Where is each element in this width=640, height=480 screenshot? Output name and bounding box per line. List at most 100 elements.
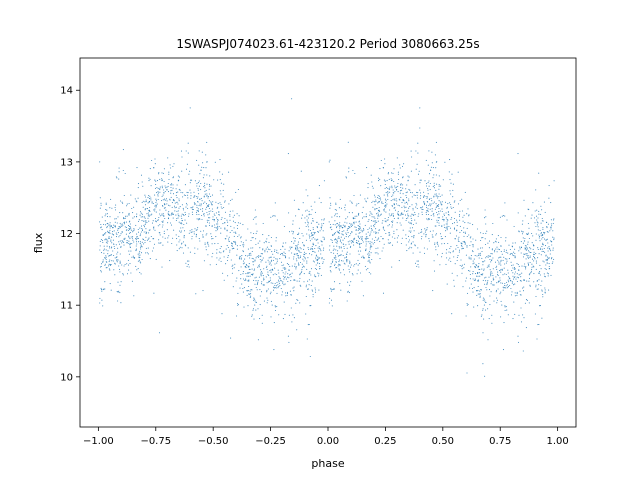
- data-point: [260, 253, 262, 255]
- data-point: [511, 281, 513, 283]
- data-point: [148, 210, 150, 212]
- data-point: [450, 182, 452, 184]
- data-point: [479, 296, 481, 298]
- data-point: [430, 203, 432, 205]
- data-point: [162, 236, 164, 238]
- data-point: [173, 229, 175, 231]
- data-point: [419, 107, 421, 109]
- data-point: [143, 216, 145, 218]
- data-point: [140, 216, 142, 218]
- data-point: [145, 228, 147, 230]
- data-point: [486, 289, 488, 291]
- data-point: [336, 245, 338, 247]
- data-point: [155, 180, 157, 182]
- data-point: [339, 283, 341, 285]
- data-point: [195, 229, 197, 231]
- data-point: [535, 253, 537, 255]
- data-point: [482, 299, 484, 301]
- data-point: [113, 224, 115, 226]
- data-point: [490, 281, 492, 283]
- data-point: [296, 247, 298, 249]
- data-point: [161, 187, 163, 189]
- data-point: [340, 289, 342, 291]
- data-point: [296, 260, 298, 262]
- data-point: [293, 199, 295, 201]
- data-point: [499, 270, 501, 272]
- data-point: [248, 280, 250, 282]
- data-point: [336, 216, 338, 218]
- data-point: [441, 252, 443, 254]
- data-point: [201, 214, 203, 217]
- data-point: [282, 282, 284, 284]
- data-point: [405, 219, 407, 222]
- data-point: [531, 242, 533, 244]
- data-point: [306, 262, 308, 264]
- data-point: [135, 224, 137, 226]
- data-point: [359, 226, 361, 228]
- data-point: [364, 224, 366, 226]
- data-point: [272, 259, 274, 261]
- data-point: [204, 190, 206, 192]
- data-point: [129, 226, 131, 228]
- data-point: [160, 242, 162, 244]
- data-point: [238, 234, 240, 236]
- data-point: [248, 279, 250, 281]
- data-point: [182, 227, 184, 229]
- data-point: [548, 265, 550, 268]
- data-point: [382, 292, 385, 294]
- data-point: [377, 247, 379, 249]
- data-point: [425, 211, 427, 213]
- data-point: [99, 249, 101, 251]
- data-point: [199, 240, 201, 242]
- data-point: [322, 230, 324, 232]
- data-point: [498, 261, 500, 263]
- data-point: [399, 190, 402, 192]
- data-point: [449, 190, 451, 192]
- data-point: [407, 235, 410, 237]
- data-point: [505, 251, 507, 253]
- data-point: [169, 205, 171, 207]
- data-point: [150, 214, 152, 216]
- data-point: [162, 199, 164, 201]
- data-point: [355, 221, 357, 223]
- data-point: [282, 254, 284, 256]
- data-point: [167, 182, 169, 185]
- data-point: [537, 226, 539, 228]
- data-point: [426, 206, 428, 208]
- data-point: [544, 211, 546, 213]
- data-point: [347, 259, 349, 261]
- data-point: [547, 223, 549, 225]
- data-point: [288, 341, 290, 343]
- data-point: [216, 217, 218, 219]
- data-point: [100, 204, 102, 206]
- data-point: [268, 274, 270, 276]
- data-point: [333, 248, 335, 250]
- data-point: [313, 261, 315, 263]
- data-point: [378, 201, 380, 203]
- data-point: [330, 289, 332, 291]
- data-point: [139, 271, 141, 274]
- data-point: [104, 215, 106, 217]
- data-point: [468, 258, 470, 260]
- data-point: [309, 229, 312, 232]
- data-point: [497, 259, 499, 261]
- data-point: [179, 246, 181, 248]
- data-point: [139, 250, 141, 252]
- data-point: [242, 244, 244, 246]
- data-point: [262, 248, 264, 250]
- data-point: [270, 269, 272, 271]
- data-point: [235, 280, 237, 282]
- data-point: [346, 300, 348, 302]
- data-point: [551, 225, 553, 227]
- data-point: [450, 218, 452, 220]
- data-point: [251, 250, 253, 253]
- data-point: [516, 273, 518, 275]
- data-point: [138, 257, 140, 259]
- data-point: [453, 217, 456, 220]
- data-point: [218, 225, 220, 228]
- data-point: [275, 240, 277, 242]
- data-point: [525, 299, 528, 301]
- data-point: [305, 225, 307, 228]
- data-point: [551, 244, 553, 246]
- data-point: [119, 240, 121, 242]
